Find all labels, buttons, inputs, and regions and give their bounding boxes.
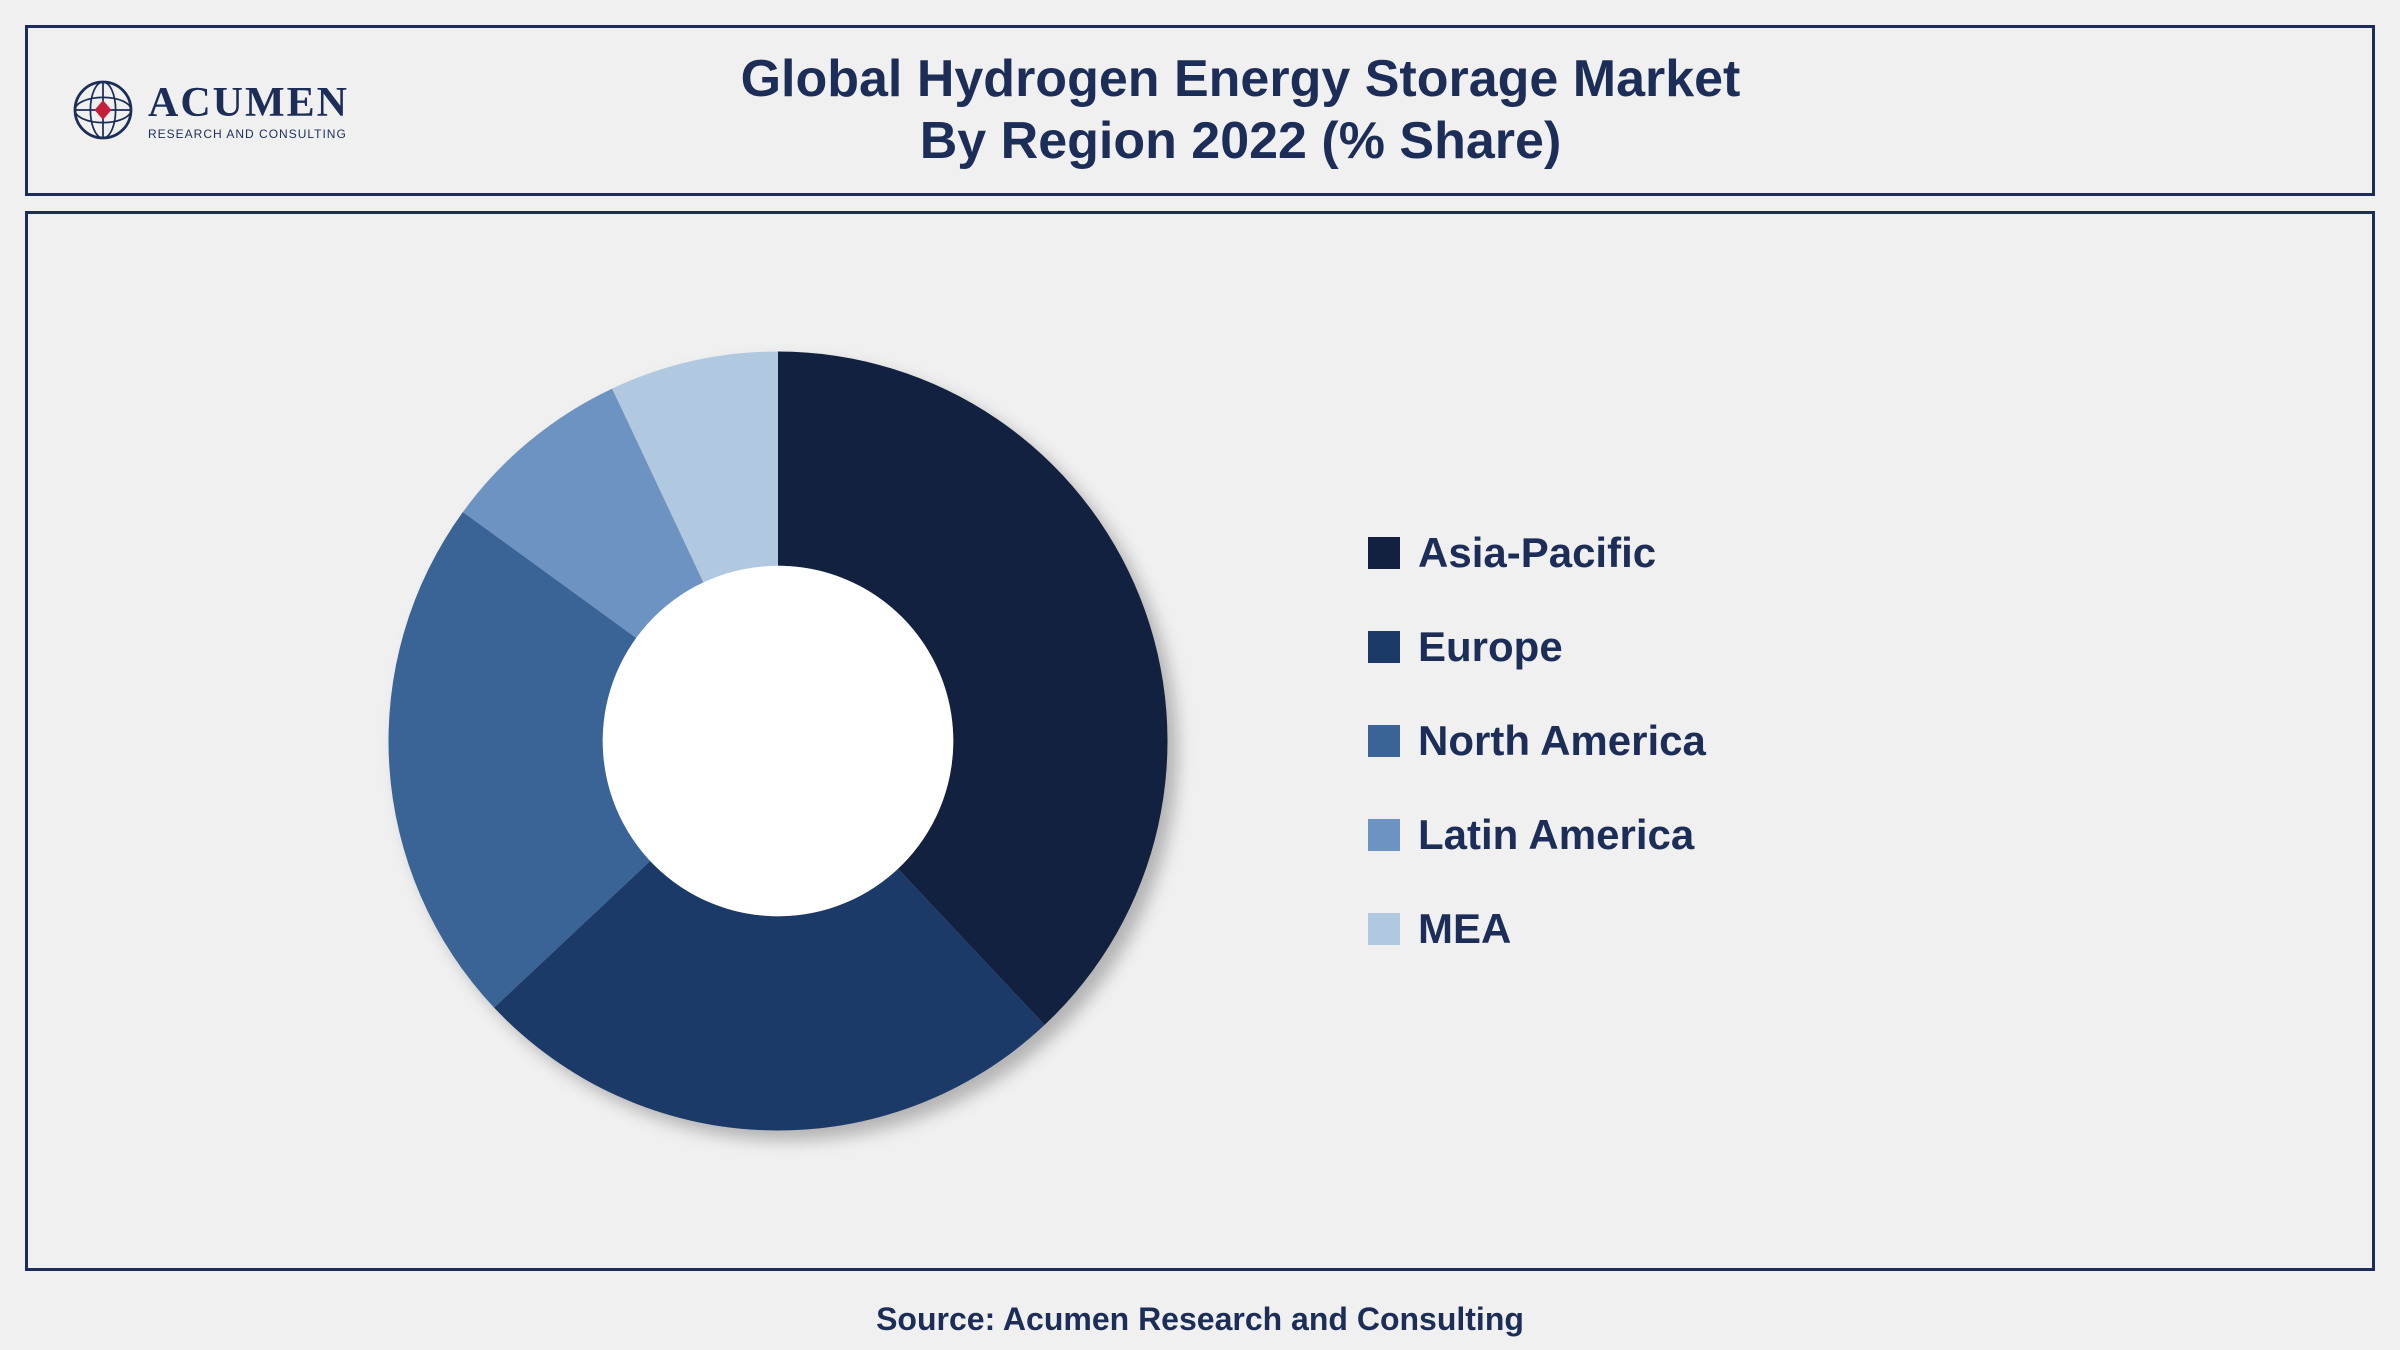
legend-item: Europe <box>1368 623 1706 671</box>
legend-label: Asia-Pacific <box>1418 529 1656 577</box>
legend-label: Latin America <box>1418 811 1694 859</box>
legend-item: North America <box>1368 717 1706 765</box>
legend-marker <box>1368 819 1400 851</box>
legend-label: MEA <box>1418 905 1511 953</box>
legend: Asia-Pacific Europe North America Latin Ame… <box>1368 529 1706 953</box>
legend-marker <box>1368 913 1400 945</box>
logo-sub-text: RESEARCH AND CONSULTING <box>148 127 349 141</box>
title-line-2: By Region 2022 (% Share) <box>349 110 2132 172</box>
donut-chart <box>368 331 1188 1151</box>
legend-marker <box>1368 725 1400 757</box>
legend-item: Asia-Pacific <box>1368 529 1706 577</box>
title-wrapper: Global Hydrogen Energy Storage Market By… <box>349 48 2332 173</box>
donut-hole <box>603 566 954 917</box>
legend-item: MEA <box>1368 905 1706 953</box>
legend-item: Latin America <box>1368 811 1706 859</box>
source-attribution: Source: Acumen Research and Consulting <box>25 1301 2375 1338</box>
globe-icon <box>68 75 138 145</box>
title-line-1: Global Hydrogen Energy Storage Market <box>349 48 2132 110</box>
logo: ACUMEN RESEARCH AND CONSULTING <box>68 75 349 145</box>
header-banner: ACUMEN RESEARCH AND CONSULTING Global Hy… <box>25 25 2375 196</box>
legend-marker <box>1368 537 1400 569</box>
legend-label: Europe <box>1418 623 1563 671</box>
logo-main-text: ACUMEN <box>148 79 349 127</box>
legend-marker <box>1368 631 1400 663</box>
legend-label: North America <box>1418 717 1706 765</box>
chart-container: Asia-Pacific Europe North America Latin Ame… <box>25 211 2375 1271</box>
